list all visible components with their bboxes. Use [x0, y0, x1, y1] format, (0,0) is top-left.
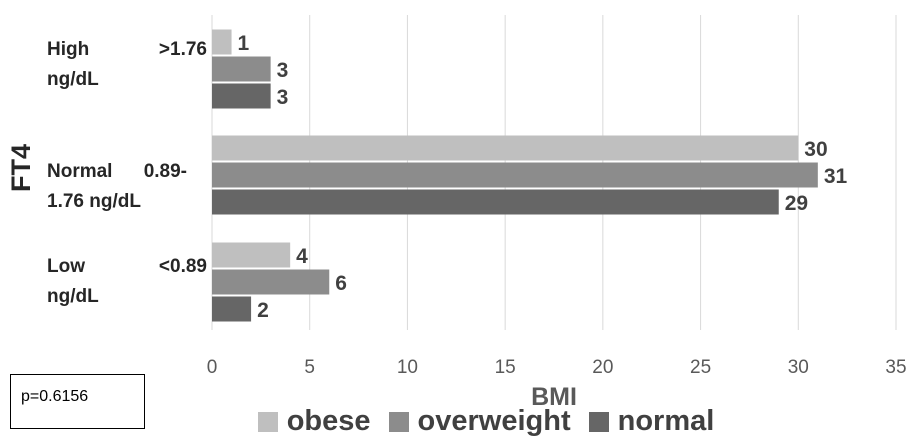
legend-swatch-normal: [588, 411, 609, 432]
category-label-high: High >1.76 ng/dL: [47, 35, 207, 95]
x-tick-label-6: 30: [788, 357, 809, 378]
x-tick-labels: 0 5 10 15 20 25 30 35: [207, 357, 907, 378]
bars: [212, 29, 818, 322]
x-axis-title: BMI: [531, 383, 577, 411]
x-tick-label-3: 15: [495, 357, 516, 378]
legend: obese overweight normal: [0, 403, 912, 440]
category-label-low-part3: ng/dL: [47, 286, 99, 307]
legend-swatch-obese: [257, 411, 278, 432]
category-label-low: Low <0.89 ng/dL: [47, 252, 207, 312]
bar-normal-normal: [212, 189, 779, 215]
p-value-text: p=0.6156: [21, 388, 89, 405]
legend-item-obese: obese: [257, 405, 371, 438]
x-tick-label-5: 25: [690, 357, 711, 378]
x-tick-label-0: 0: [207, 357, 218, 378]
legend-label-overweight: overweight: [417, 405, 571, 437]
legend-item-normal: normal: [588, 405, 715, 438]
data-label-high-normal: 3: [277, 86, 289, 109]
category-label-high-part3: ng/dL: [47, 69, 99, 90]
legend-label-obese: obese: [286, 405, 371, 437]
bar-high-normal: [212, 83, 271, 109]
legend-item-overweight: overweight: [388, 405, 571, 438]
category-label-high-part2: >1.76: [158, 39, 207, 60]
data-label-normal-obese: 30: [804, 138, 827, 161]
data-labels: 1 3 3 30 31 29 4 6 2: [238, 32, 848, 322]
x-tick-label-7: 35: [885, 357, 906, 378]
category-label-high-part1: High: [47, 39, 90, 60]
bar-normal-overweight: [212, 162, 818, 188]
data-label-high-overweight: 3: [277, 59, 289, 82]
data-label-low-obese: 4: [296, 245, 308, 268]
data-label-low-normal: 2: [257, 299, 269, 322]
x-tick-label-1: 5: [304, 357, 315, 378]
x-tick-label-4: 20: [592, 357, 613, 378]
category-label-normal-part3: 1.76 ng/dL: [47, 191, 141, 212]
bar-low-obese: [212, 242, 291, 268]
data-label-normal-normal: 29: [785, 192, 808, 215]
bar-low-overweight: [212, 269, 330, 295]
bar-normal-obese: [212, 135, 799, 161]
bar-high-overweight: [212, 56, 271, 82]
category-label-low-part1: Low: [47, 256, 85, 277]
category-label-normal: Normal 0.89- 1.76 ng/dL: [47, 157, 187, 217]
x-tick-label-2: 10: [397, 357, 418, 378]
bar-high-obese: [212, 29, 232, 55]
category-label-normal-part1: Normal: [47, 161, 113, 182]
p-value-box: p=0.6156: [10, 374, 145, 429]
category-label-low-part2: <0.89: [158, 256, 207, 277]
category-label-normal-part2: 0.89-: [143, 161, 187, 182]
data-label-high-obese: 1: [238, 32, 250, 55]
legend-label-normal: normal: [617, 405, 715, 437]
data-label-low-overweight: 6: [335, 272, 347, 295]
y-axis-title: FT4: [6, 144, 36, 192]
bar-low-normal: [212, 296, 252, 322]
data-label-normal-overweight: 31: [824, 165, 848, 188]
legend-swatch-overweight: [388, 411, 409, 432]
